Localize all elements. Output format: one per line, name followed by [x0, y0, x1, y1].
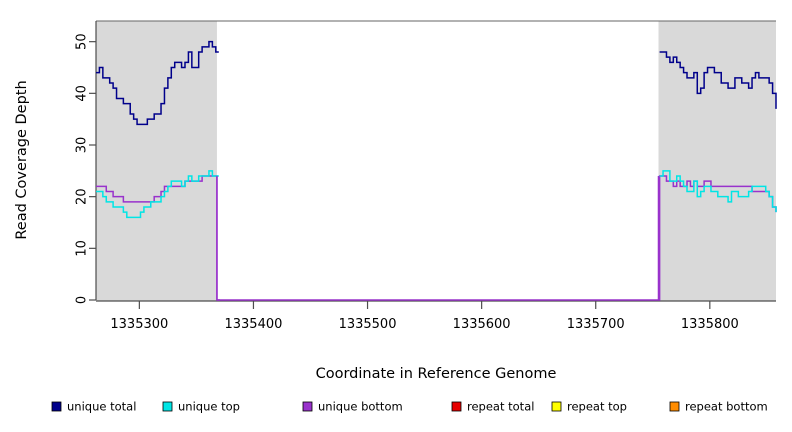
chart-legend: unique total unique top unique bottom repea… — [51, 400, 768, 414]
series-line-unique-bottom — [658, 175, 777, 301]
y-axis-ticks: 0 10 20 30 40 50 — [75, 33, 96, 304]
x-tick-label: 1335700 — [567, 317, 625, 332]
x-tick-label: 1335600 — [453, 317, 511, 332]
series-line-unique-total — [659, 51, 777, 109]
legend-swatch-repeat-total — [451, 401, 462, 412]
legend-label-unique-total: unique total — [67, 400, 136, 414]
legend-label-unique-top: unique top — [178, 400, 240, 414]
legend-swatch-unique-top — [162, 401, 173, 412]
y-tick-label: 0 — [75, 296, 90, 304]
axes-group — [95, 21, 776, 302]
series-line-unique-top — [96, 170, 219, 219]
x-tick-label: 1335400 — [224, 317, 282, 332]
legend-label-repeat-total: repeat total — [467, 400, 534, 414]
legend-label-repeat-top: repeat top — [567, 400, 627, 414]
x-tick-label: 1335300 — [110, 317, 168, 332]
y-tick-label: 50 — [75, 33, 90, 50]
x-axis-title: Coordinate in Reference Genome — [316, 366, 557, 382]
x-tick-label: 1335800 — [681, 317, 739, 332]
legend-swatch-repeat-bottom — [669, 401, 680, 412]
legend-label-unique-bottom: unique bottom — [318, 400, 403, 414]
x-tick-label: 1335500 — [339, 317, 397, 332]
y-tick-label: 20 — [75, 188, 90, 205]
legend-swatch-unique-total — [51, 401, 62, 412]
y-tick-label: 30 — [75, 137, 90, 154]
x-axis-ticks: 1335300 1335400 1335500 1335600 1335700 13358… — [110, 301, 739, 332]
y-axis-title: Read Coverage Depth — [14, 80, 30, 239]
legend-label-repeat-bottom: repeat bottom — [685, 400, 768, 414]
series-line-unique-top — [659, 170, 777, 213]
y-tick-label: 40 — [75, 85, 90, 102]
legend-swatch-unique-bottom — [302, 401, 313, 412]
annotated-region-right — [658, 21, 776, 301]
legend-swatch-repeat-top — [551, 401, 562, 412]
y-tick-label: 10 — [75, 240, 90, 257]
series-line-unique-total — [96, 40, 219, 126]
data-series-group — [96, 40, 777, 301]
